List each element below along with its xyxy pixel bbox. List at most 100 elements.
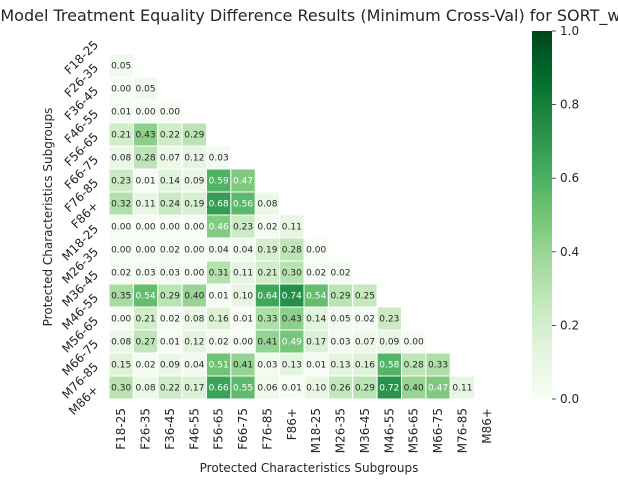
cell-value-label: 0.05	[331, 315, 351, 325]
cell-value-label: 0.08	[184, 315, 204, 325]
cell-value-label: 0.14	[160, 177, 180, 187]
cell-value-label: 0.00	[111, 223, 131, 233]
cell-value-label: 0.27	[136, 338, 156, 348]
cell-value-label: 0.66	[209, 384, 229, 394]
cell-value-label: 0.00	[404, 338, 424, 348]
cell-value-label: 0.21	[257, 269, 277, 279]
cell-value-label: 0.30	[282, 269, 302, 279]
cell-value-label: 0.01	[233, 315, 253, 325]
colorbar-tick-label: 1.0	[560, 24, 579, 38]
cell-value-label: 0.01	[209, 292, 229, 302]
cell-value-label: 0.47	[428, 384, 448, 394]
x-tick-label: M66-75	[431, 408, 445, 453]
heatmap-cell	[449, 375, 476, 400]
cell-value-label: 0.03	[257, 361, 277, 371]
cell-value-label: 0.03	[331, 338, 351, 348]
cell-value-label: 0.40	[404, 384, 424, 394]
x-tick-label: M18-25	[309, 408, 323, 453]
cell-value-label: 0.01	[111, 108, 131, 118]
cell-value-label: 0.09	[379, 338, 399, 348]
cell-value-label: 0.01	[282, 384, 302, 394]
x-tick-label: F56-65	[212, 408, 226, 450]
x-tick-label: F66-75	[236, 408, 250, 450]
x-tick-label: F86+	[285, 408, 299, 440]
cell-value-label: 0.17	[184, 384, 204, 394]
y-axis-title: Protected Characteristics Subgroups	[41, 108, 55, 327]
cell-value-label: 0.00	[111, 315, 131, 325]
cell-value-label: 0.00	[184, 246, 204, 256]
cell-value-label: 0.33	[428, 361, 448, 371]
cell-value-label: 0.08	[111, 338, 131, 348]
cell-value-label: 0.55	[233, 384, 253, 394]
cell-value-label: 0.00	[306, 246, 326, 256]
colorbar-tick-label: 0.2	[560, 318, 579, 332]
cell-value-label: 0.41	[233, 361, 253, 371]
cell-value-label: 0.32	[111, 200, 131, 210]
cell-value-label: 0.22	[160, 131, 180, 141]
cell-value-label: 0.28	[282, 246, 302, 256]
cell-value-label: 0.33	[257, 315, 277, 325]
cell-value-label: 0.09	[160, 361, 180, 371]
x-tick-label: F26-35	[139, 408, 153, 450]
cell-value-label: 0.43	[136, 131, 156, 141]
cell-value-label: 0.00	[136, 223, 156, 233]
cell-value-label: 0.54	[306, 292, 326, 302]
cell-value-label: 0.04	[184, 361, 204, 371]
cell-value-label: 0.02	[209, 338, 229, 348]
cell-value-label: 0.02	[160, 315, 180, 325]
cell-value-label: 0.23	[233, 223, 253, 233]
cell-value-label: 0.03	[160, 269, 180, 279]
cell-value-label: 0.43	[282, 315, 302, 325]
cell-value-label: 0.25	[355, 292, 375, 302]
cell-value-label: 0.08	[257, 200, 277, 210]
cell-value-label: 0.23	[111, 177, 131, 187]
cell-value-label: 0.30	[111, 384, 131, 394]
cell-value-label: 0.07	[160, 154, 180, 164]
cell-value-label: 0.02	[257, 223, 277, 233]
cell-value-label: 0.04	[233, 246, 253, 256]
colorbar-tick-label: 0.0	[560, 392, 579, 406]
heatmap-cells: 0.05 0.00 0.05 0.01 0.00 0.00 0.21 0.43 0.22 0.29…	[108, 53, 476, 400]
cell-value-label: 0.21	[111, 131, 131, 141]
cell-value-label: 0.72	[379, 384, 399, 394]
cell-value-label: 0.31	[209, 269, 229, 279]
cell-value-label: 0.41	[257, 338, 277, 348]
cell-value-label: 0.00	[233, 338, 253, 348]
cell-value-label: 0.19	[257, 246, 277, 256]
cell-value-label: 0.28	[404, 361, 424, 371]
y-tick-labels: F18-25F26-35F36-45F46-55F56-65F66-75F76-…	[59, 38, 101, 418]
x-tick-label: M26-35	[334, 408, 348, 453]
cell-value-label: 0.47	[233, 177, 253, 187]
cell-value-label: 0.29	[184, 131, 204, 141]
cell-value-label: 0.02	[111, 269, 131, 279]
cell-value-label: 0.08	[136, 384, 156, 394]
colorbar-tick-labels: 0.0 0.2 0.4 0.6 0.8 1.0	[552, 24, 579, 406]
cell-value-label: 0.26	[331, 384, 351, 394]
cell-value-label: 0.68	[209, 200, 229, 210]
cell-value-label: 0.54	[136, 292, 156, 302]
cell-value-label: 0.00	[184, 269, 204, 279]
cell-value-label: 0.11	[282, 223, 302, 233]
chart-title: Model Treatment Equality Difference Resu…	[0, 6, 618, 26]
x-tick-label: M76-85	[455, 408, 469, 453]
cell-value-label: 0.02	[355, 315, 375, 325]
x-tick-label: M86+	[480, 408, 494, 444]
cell-value-label: 0.12	[184, 154, 204, 164]
cell-value-label: 0.56	[233, 200, 253, 210]
cell-value-label: 0.14	[306, 315, 326, 325]
cell-value-label: 0.05	[111, 62, 131, 72]
cell-value-label: 0.12	[184, 338, 204, 348]
cell-value-label: 0.03	[136, 269, 156, 279]
cell-value-label: 0.10	[233, 292, 253, 302]
colorbar	[532, 31, 552, 399]
cell-value-label: 0.09	[184, 177, 204, 187]
colorbar-tick-label: 0.8	[560, 98, 579, 112]
cell-value-label: 0.35	[111, 292, 131, 302]
cell-value-label: 0.23	[379, 315, 399, 325]
cell-value-label: 0.28	[136, 154, 156, 164]
cell-value-label: 0.11	[136, 200, 156, 210]
x-tick-label: F46-55	[187, 408, 201, 450]
cell-value-label: 0.51	[209, 361, 229, 371]
colorbar-tick-label: 0.4	[560, 245, 579, 259]
